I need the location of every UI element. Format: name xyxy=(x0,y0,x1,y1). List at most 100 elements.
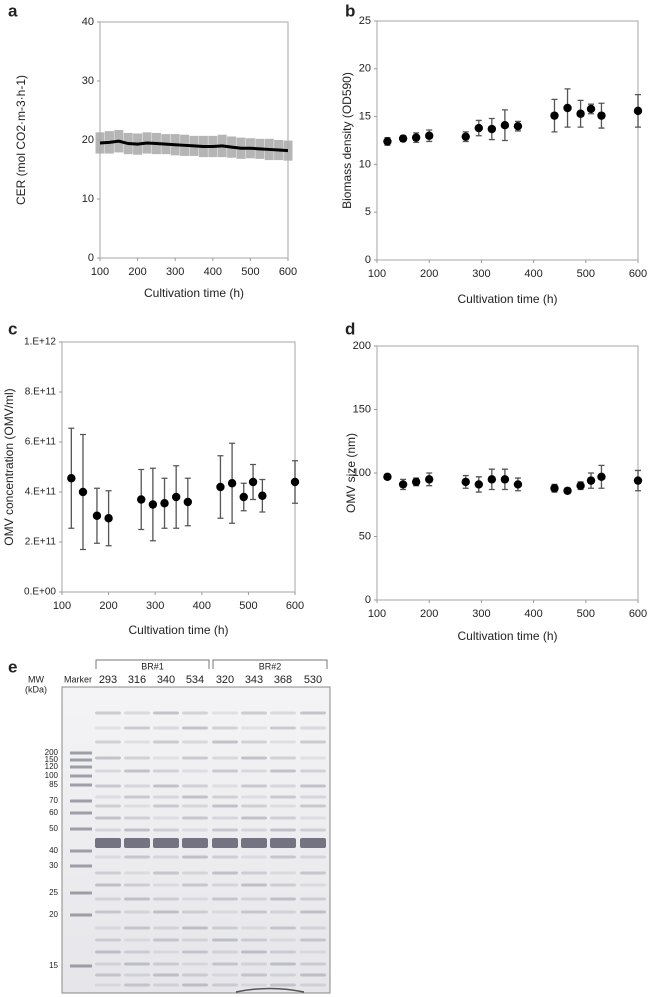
data-point xyxy=(398,134,408,143)
protein-band xyxy=(182,784,208,788)
protein-band xyxy=(212,938,238,942)
protein-band xyxy=(212,740,238,744)
data-point xyxy=(550,111,559,120)
x-tick-label: 100 xyxy=(53,600,71,612)
protein-band xyxy=(124,726,150,730)
protein-band xyxy=(212,711,238,715)
y-tick-label: 10 xyxy=(359,158,371,170)
protein-band xyxy=(153,740,179,744)
marker-band xyxy=(70,751,92,755)
x-axis-title: Cultivation time (h) xyxy=(144,286,244,300)
protein-band xyxy=(241,711,267,715)
x-tick-label: 400 xyxy=(193,600,211,612)
protein-band xyxy=(212,871,238,875)
data-point xyxy=(160,499,169,508)
protein-band xyxy=(153,838,179,848)
protein-band xyxy=(95,740,121,744)
mean-line xyxy=(99,139,289,153)
protein-band xyxy=(182,950,208,954)
y-tick-label: 50 xyxy=(359,530,371,542)
y-tick-label: 200 xyxy=(353,340,371,352)
y-axis-title: OMV concentration (OMV/ml) xyxy=(2,388,16,545)
data-point xyxy=(383,137,392,146)
data-point xyxy=(104,514,113,523)
protein-band xyxy=(182,740,208,744)
protein-band xyxy=(153,950,179,954)
x-tick-label: 500 xyxy=(577,268,595,280)
data-point xyxy=(383,472,392,482)
protein-band xyxy=(241,938,267,942)
data-point xyxy=(474,123,483,133)
data-point xyxy=(398,480,408,489)
data-point xyxy=(67,474,76,483)
protein-band xyxy=(182,855,208,859)
protein-band xyxy=(270,897,296,901)
protein-band xyxy=(300,711,326,715)
protein-band xyxy=(270,938,296,942)
x-tick-label: 200 xyxy=(420,268,438,280)
protein-band xyxy=(300,897,326,901)
x-tick-label: 100 xyxy=(368,268,386,280)
chart-panel: d 0 50 100 150 200 100 200 300 400 500 600 Cultivati… xyxy=(344,319,647,643)
y-tick-label: 1.E+12 xyxy=(24,337,56,348)
protein-band xyxy=(241,871,267,875)
protein-band xyxy=(182,871,208,875)
data-point xyxy=(633,106,643,116)
y-axis-title: OMV size (nm) xyxy=(344,433,358,513)
data-point xyxy=(148,500,158,509)
x-tick-label: 200 xyxy=(420,608,438,620)
protein-band xyxy=(241,795,267,799)
y-tick-label: 20 xyxy=(82,134,94,146)
protein-band xyxy=(300,983,326,987)
data-point xyxy=(487,124,497,134)
protein-band xyxy=(182,756,208,760)
protein-band xyxy=(124,950,150,954)
marker-band xyxy=(70,799,92,803)
protein-band xyxy=(241,883,267,887)
protein-band xyxy=(300,756,326,760)
protein-band xyxy=(212,816,238,820)
protein-band xyxy=(241,962,267,966)
y-tick-label: 150 xyxy=(353,403,371,415)
mw-label: 25 xyxy=(49,888,58,897)
protein-band xyxy=(182,795,208,799)
lane-label: 368 xyxy=(274,674,292,686)
marker-label: Marker xyxy=(64,674,92,684)
lane-label: 343 xyxy=(245,674,263,686)
protein-band xyxy=(95,910,121,914)
protein-band xyxy=(95,828,121,832)
protein-band xyxy=(153,816,179,820)
y-axis-title: CER (mol CO2·m-3·h-1) xyxy=(14,75,28,205)
panel-letter: a xyxy=(8,1,18,20)
protein-band xyxy=(270,950,296,954)
mw-label: 200 xyxy=(45,748,59,757)
y-axis-title: Biomass density (OD590) xyxy=(340,72,354,209)
x-tick-label: 200 xyxy=(128,266,146,278)
protein-band xyxy=(182,962,208,966)
x-tick-label: 600 xyxy=(279,266,297,278)
protein-band xyxy=(95,871,121,875)
protein-band xyxy=(212,838,238,848)
marker-band xyxy=(70,783,92,787)
x-tick-label: 100 xyxy=(91,266,109,278)
protein-band xyxy=(95,973,121,977)
marker-band xyxy=(70,765,92,769)
y-tick-label: 20 xyxy=(359,63,371,75)
protein-band xyxy=(300,828,326,832)
protein-band xyxy=(270,973,296,977)
protein-band xyxy=(300,926,326,930)
protein-band xyxy=(124,756,150,760)
mw-unit: (kDa) xyxy=(25,684,47,694)
mw-label: 120 xyxy=(45,762,59,771)
protein-band xyxy=(95,769,121,773)
data-point xyxy=(216,482,225,492)
data-point xyxy=(411,133,421,142)
protein-band xyxy=(124,910,150,914)
lane-label: 293 xyxy=(99,674,117,686)
panel-letter: d xyxy=(345,319,355,338)
protein-band xyxy=(300,804,326,808)
protein-band xyxy=(182,897,208,901)
protein-band xyxy=(212,962,238,966)
protein-band xyxy=(95,926,121,930)
data-point xyxy=(183,497,193,507)
